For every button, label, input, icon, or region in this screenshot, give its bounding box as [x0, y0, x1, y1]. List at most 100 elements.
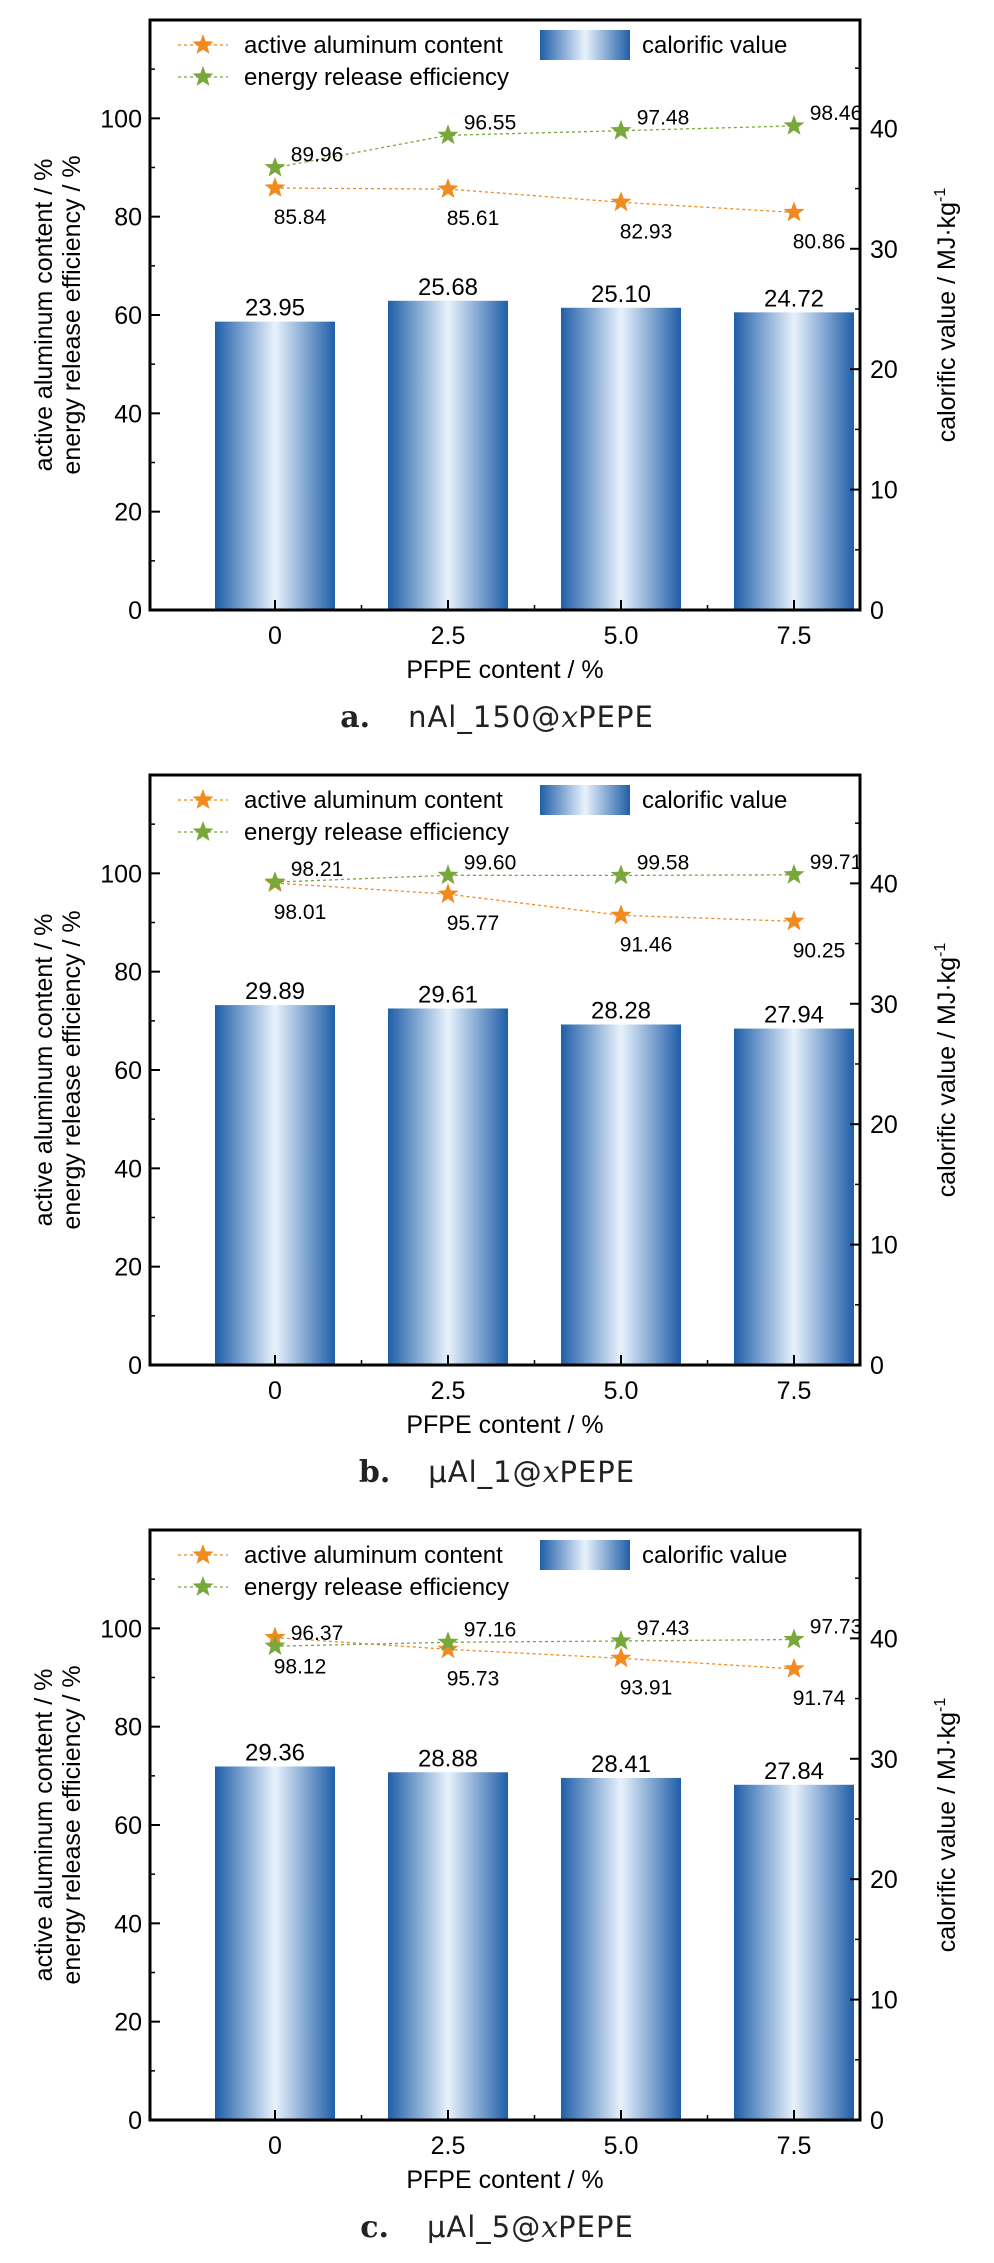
left-axis-tick-label: 20 [114, 1254, 142, 1282]
left-axis-tick-label: 60 [114, 1057, 142, 1085]
bar-2.5 [388, 1772, 508, 2120]
left-axis-tick-label: 0 [128, 597, 142, 625]
left-axis-tick-label: 40 [114, 1155, 142, 1183]
efficiency-label: 99.60 [464, 851, 517, 874]
efficiency-point [437, 1631, 459, 1652]
efficiency-point [264, 1635, 286, 1656]
aluminum-line [274, 882, 795, 922]
caption-suffix: PEPE [578, 700, 654, 734]
efficiency-point [264, 156, 286, 177]
left-axis-tick-label: 40 [114, 400, 142, 428]
panel-a: 23.95 25.68 25.10 24.72 85.84 85.61 82.93 80.86… [0, 0, 994, 735]
right-axis-tick-label: 10 [870, 1232, 898, 1260]
legend-calorific-label: calorific value [642, 32, 787, 59]
legend-efficiency-label: energy release efficiency [244, 1574, 509, 1601]
x-axis-tick-label: 7.5 [777, 2132, 812, 2160]
right-axis-tick-label: 0 [870, 1352, 884, 1380]
bar-0 [215, 321, 335, 610]
aluminum-label: 93.91 [620, 1676, 673, 1699]
aluminum-point [783, 910, 805, 931]
aluminum-label: 82.93 [620, 220, 673, 243]
efficiency-label: 98.46 [810, 102, 863, 125]
aluminum-label: 90.25 [793, 939, 846, 962]
caption-variable: x [541, 2210, 559, 2245]
right-axis-title: calorific value / MJ·kg-1 [932, 943, 961, 1198]
caption-suffix: PEPE [558, 2210, 634, 2244]
bar-5.0 [561, 1024, 681, 1365]
bar-value-label: 27.94 [764, 1002, 824, 1029]
efficiency-point [783, 1628, 805, 1649]
aluminum-label: 95.73 [447, 1667, 500, 1690]
legend-aluminum-star [192, 34, 214, 54]
aluminum-line [274, 187, 795, 214]
left-axis-tick-label: 0 [128, 1352, 142, 1380]
bar-value-label: 29.61 [418, 981, 478, 1008]
aluminum-label: 80.86 [793, 230, 846, 253]
caption-variable: x [561, 700, 579, 735]
right-axis-tick-label: 40 [870, 870, 898, 898]
aluminum-point [610, 1647, 632, 1668]
legend-calorific-label: calorific value [642, 1542, 787, 1569]
legend-efficiency-star [192, 1576, 214, 1596]
bar-5.0 [561, 307, 681, 610]
efficiency-point [264, 871, 286, 891]
left-axis-tick-label: 60 [114, 1812, 142, 1840]
efficiency-label: 99.71 [810, 851, 863, 874]
aluminum-point [437, 1638, 459, 1659]
aluminum-point [437, 883, 459, 903]
aluminum-point [610, 191, 632, 212]
aluminum-label: 91.46 [620, 933, 673, 956]
caption-c: c. μAl_5@xPEPE [0, 2210, 994, 2245]
caption-suffix: PEPE [559, 1455, 636, 1489]
bar-7.5 [734, 1784, 854, 2120]
bar-7.5 [734, 1028, 854, 1365]
legend-aluminum-label: active aluminum content [244, 787, 503, 814]
x-axis-tick-label: 0 [268, 2132, 282, 2160]
left-axis-title-line1: active aluminum content / % [30, 1669, 58, 1982]
bar-value-label: 28.88 [418, 1745, 478, 1772]
left-axis-tick-label: 80 [114, 959, 142, 987]
caption-letter: b. [358, 1455, 391, 1490]
left-axis-title-line2: energy release efficiency / % [58, 910, 86, 1229]
efficiency-label: 99.58 [637, 851, 690, 874]
bar-value-label: 23.95 [245, 295, 305, 322]
right-axis-tick-label: 40 [870, 115, 898, 143]
aluminum-label: 85.61 [447, 207, 500, 230]
x-axis-tick-label: 5.0 [604, 1377, 639, 1405]
x-axis-title: PFPE content / % [406, 1411, 603, 1439]
legend-efficiency-label: energy release efficiency [244, 64, 509, 91]
left-axis-title-line1: active aluminum content / % [30, 159, 58, 472]
legend-aluminum-label: active aluminum content [244, 32, 503, 59]
bar-2.5 [388, 300, 508, 610]
caption-a: a. nAl_150@xPEPE [0, 700, 994, 735]
x-axis-tick-label: 0 [268, 622, 282, 650]
left-axis-tick-label: 100 [100, 1615, 142, 1643]
efficiency-label: 89.96 [291, 144, 344, 167]
x-axis-tick-label: 5.0 [604, 622, 639, 650]
legend-efficiency-label: energy release efficiency [244, 819, 509, 846]
left-axis-tick-label: 100 [100, 105, 142, 133]
efficiency-label: 97.48 [637, 107, 690, 130]
x-axis-tick-label: 2.5 [431, 1377, 466, 1405]
x-axis-tick-label: 7.5 [777, 622, 812, 650]
efficiency-label: 96.55 [464, 111, 517, 134]
right-axis-tick-label: 30 [870, 991, 898, 1019]
left-axis-tick-label: 100 [100, 860, 142, 888]
bar-2.5 [388, 1008, 508, 1365]
chart-c: 29.36 28.88 28.41 27.84 98.12 95.73 93.91 91.74… [30, 1528, 961, 2194]
aluminum-point [610, 904, 632, 925]
efficiency-point [437, 864, 459, 885]
bar-value-label: 25.68 [418, 274, 478, 301]
aluminum-label: 91.74 [793, 1687, 846, 1710]
x-axis-title: PFPE content / % [406, 656, 603, 684]
aluminum-label: 95.77 [447, 912, 500, 935]
efficiency-point [783, 863, 805, 884]
bar-value-label: 28.28 [591, 997, 651, 1024]
chart-a: 23.95 25.68 25.10 24.72 85.84 85.61 82.93 80.86… [30, 18, 961, 684]
left-axis-tick-label: 40 [114, 1910, 142, 1938]
right-axis-tick-label: 40 [870, 1625, 898, 1653]
left-axis-tick-label: 60 [114, 302, 142, 330]
aluminum-line [274, 1636, 795, 1670]
right-axis-tick-label: 10 [870, 1987, 898, 2015]
